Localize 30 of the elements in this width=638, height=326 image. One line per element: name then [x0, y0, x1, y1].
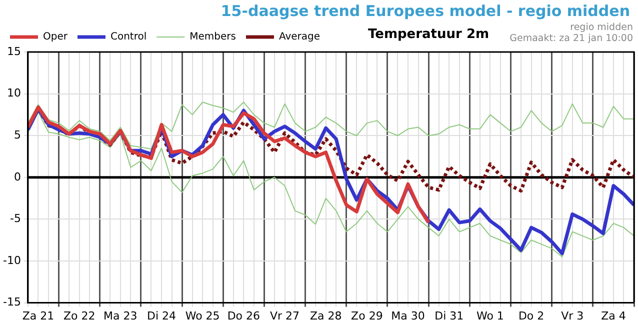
chart-subtitle: Temperatuur 2m [368, 27, 490, 42]
x-tick-label: Wo 1 [476, 309, 504, 322]
legend-label: Control [110, 32, 147, 43]
x-tick-label: Di 24 [146, 309, 176, 322]
x-tick-label: Wo 25 [185, 309, 220, 322]
x-tick-label: Zo 22 [63, 309, 96, 322]
y-tick-label: 10 [6, 86, 21, 100]
x-tick-label: Do 26 [227, 309, 260, 322]
y-tick-label: 15 [6, 44, 21, 58]
text: Gemaakt: za 21 jan 10:00 [510, 33, 633, 44]
y-tick-label: 5 [14, 128, 21, 142]
x-tick-label: Za 28 [310, 309, 342, 322]
y-tick-label: -10 [3, 254, 21, 267]
legend-label: Members [190, 32, 236, 43]
x-tick-label: Di 31 [434, 309, 464, 322]
chart-title: 15-daagse trend Europees model - regio midden [220, 2, 630, 20]
legend-label: Average [278, 32, 320, 43]
legend-label: Oper [43, 32, 68, 43]
y-tick-label: -5 [10, 212, 21, 226]
x-tick-label: Vr 27 [270, 309, 300, 322]
x-tick-label: Ma 23 [104, 309, 138, 322]
y-tick-label: -15 [3, 296, 21, 309]
x-tick-label: Za 21 [22, 309, 54, 322]
x-tick-label: Vr 3 [561, 309, 584, 322]
y-tick-label: 0 [14, 170, 21, 184]
x-tick-label: Zo 29 [351, 309, 383, 322]
x-tick-label: Za 4 [601, 309, 626, 322]
text: regio midden [569, 22, 633, 33]
x-tick-label: Ma 30 [391, 309, 425, 322]
x-tick-label: Do 2 [518, 309, 544, 322]
